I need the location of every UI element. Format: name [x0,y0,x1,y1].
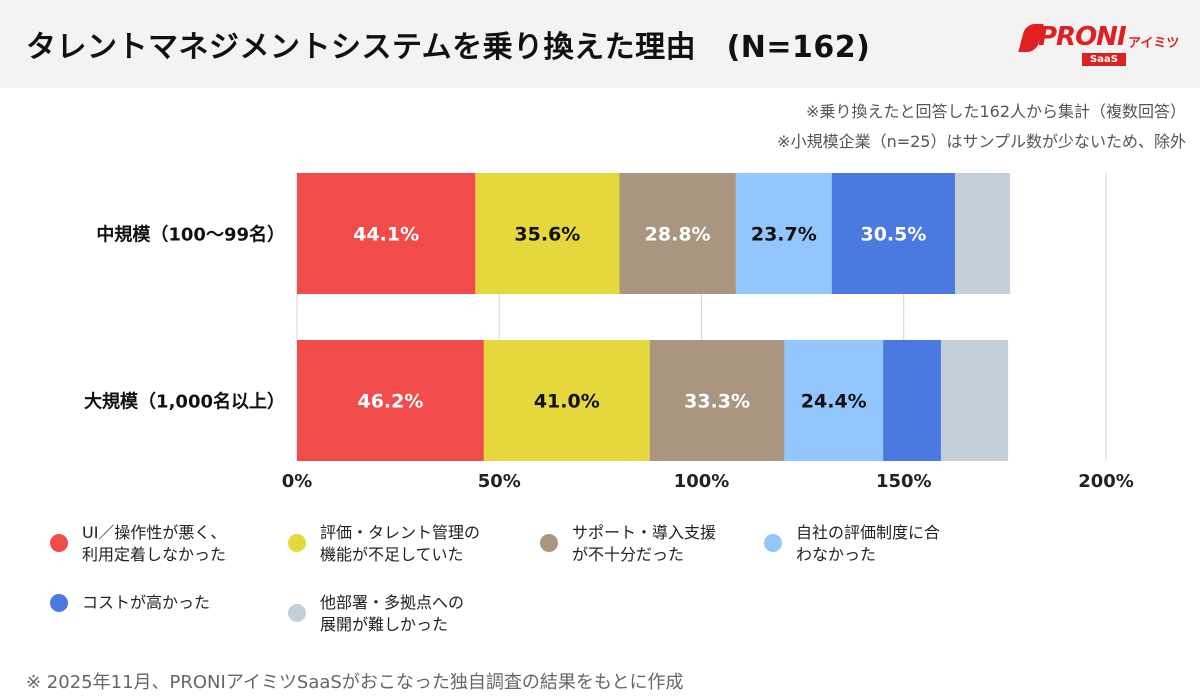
bar-segment [475,173,620,294]
bar-segment [483,340,650,461]
bar-segment [940,340,1009,461]
data-label: 46.2% [357,391,423,413]
stacked-bar-chart: 0% 50% 100% 150% 200% 中規模（100〜99名） 44.1% 35.6% 2… [84,173,1134,492]
data-label: 44.1% [353,224,419,246]
x-tick-label: 50% [478,471,521,492]
data-label: 23.7% [751,224,817,246]
data-label: 33.3% [684,391,750,413]
legend-label: 自社の評価制度に合 わなかった [796,523,941,564]
legend-label: コストが高かった [82,593,211,612]
note-2: ※小規模企業（n=25）はサンプル数が少ないため、除外 [777,132,1186,151]
x-tick-label: 100% [674,471,730,492]
bar-segment [735,173,832,294]
proni-logo: PRONI アイミツ SaaS [1018,20,1180,70]
data-label: 30.5% [860,224,926,246]
category-label: 中規模（100〜99名） [96,224,285,246]
bar-segment [883,340,941,461]
bar-segment [619,173,736,294]
legend-item: 自社の評価制度に合 わなかった [764,522,940,566]
legend-label: 評価・タレント管理の 機能が不足していた [320,523,481,564]
legend-item: UI／操作性が悪く、 利用定着しなかった [50,522,226,566]
data-label: 24.4% [801,391,867,413]
footer-note: ※ 2025年11月、PRONIアイミツSaaSがおこなった独自調査の結果をもと… [26,672,684,693]
data-label: 35.6% [514,224,580,246]
legend-swatch-icon [540,534,558,552]
bar-segment [649,340,785,461]
legend-swatch-icon [288,534,306,552]
data-label: 28.8% [645,224,711,246]
bar-segment [831,173,956,294]
legend-label: サポート・導入支援 が不十分だった [572,523,717,564]
legend-item: サポート・導入支援 が不十分だった [540,522,716,566]
data-label: 41.0% [534,391,600,413]
x-tick-label: 200% [1078,471,1134,492]
legend-swatch-icon [288,604,306,622]
legend-swatch-icon [764,534,782,552]
bar-segment [955,173,1011,294]
legend-item: 評価・タレント管理の 機能が不足していた [288,522,480,566]
x-tick-label: 150% [876,471,932,492]
page-title: タレントマネジメントシステムを乗り換えた理由 (N=162) [26,30,871,65]
legend-swatch-icon [50,534,68,552]
bar-segment [297,340,484,461]
logo-sub: アイミツ [1128,36,1180,51]
legend-label: 他部署・多拠点への 展開が難しかった [320,593,465,634]
legend-item: コストが高かった [50,592,210,614]
header: タレントマネジメントシステムを乗り換えた理由 (N=162) PRONI アイミ… [0,0,1200,88]
legend-item: 他部署・多拠点への 展開が難しかった [288,592,464,636]
bar-segment [784,340,884,461]
bar-segment [297,173,476,294]
logo-saas: SaaS [1082,53,1126,66]
category-label: 大規模（1,000名以上） [84,391,285,413]
legend-swatch-icon [50,594,68,612]
x-tick-label: 0% [282,471,313,492]
logo-text: PRONI [1038,22,1127,52]
note-1: ※乗り換えたと回答した162人から集計（複数回答） [806,102,1186,121]
legend-label: UI／操作性が悪く、 利用定着しなかった [82,523,227,564]
